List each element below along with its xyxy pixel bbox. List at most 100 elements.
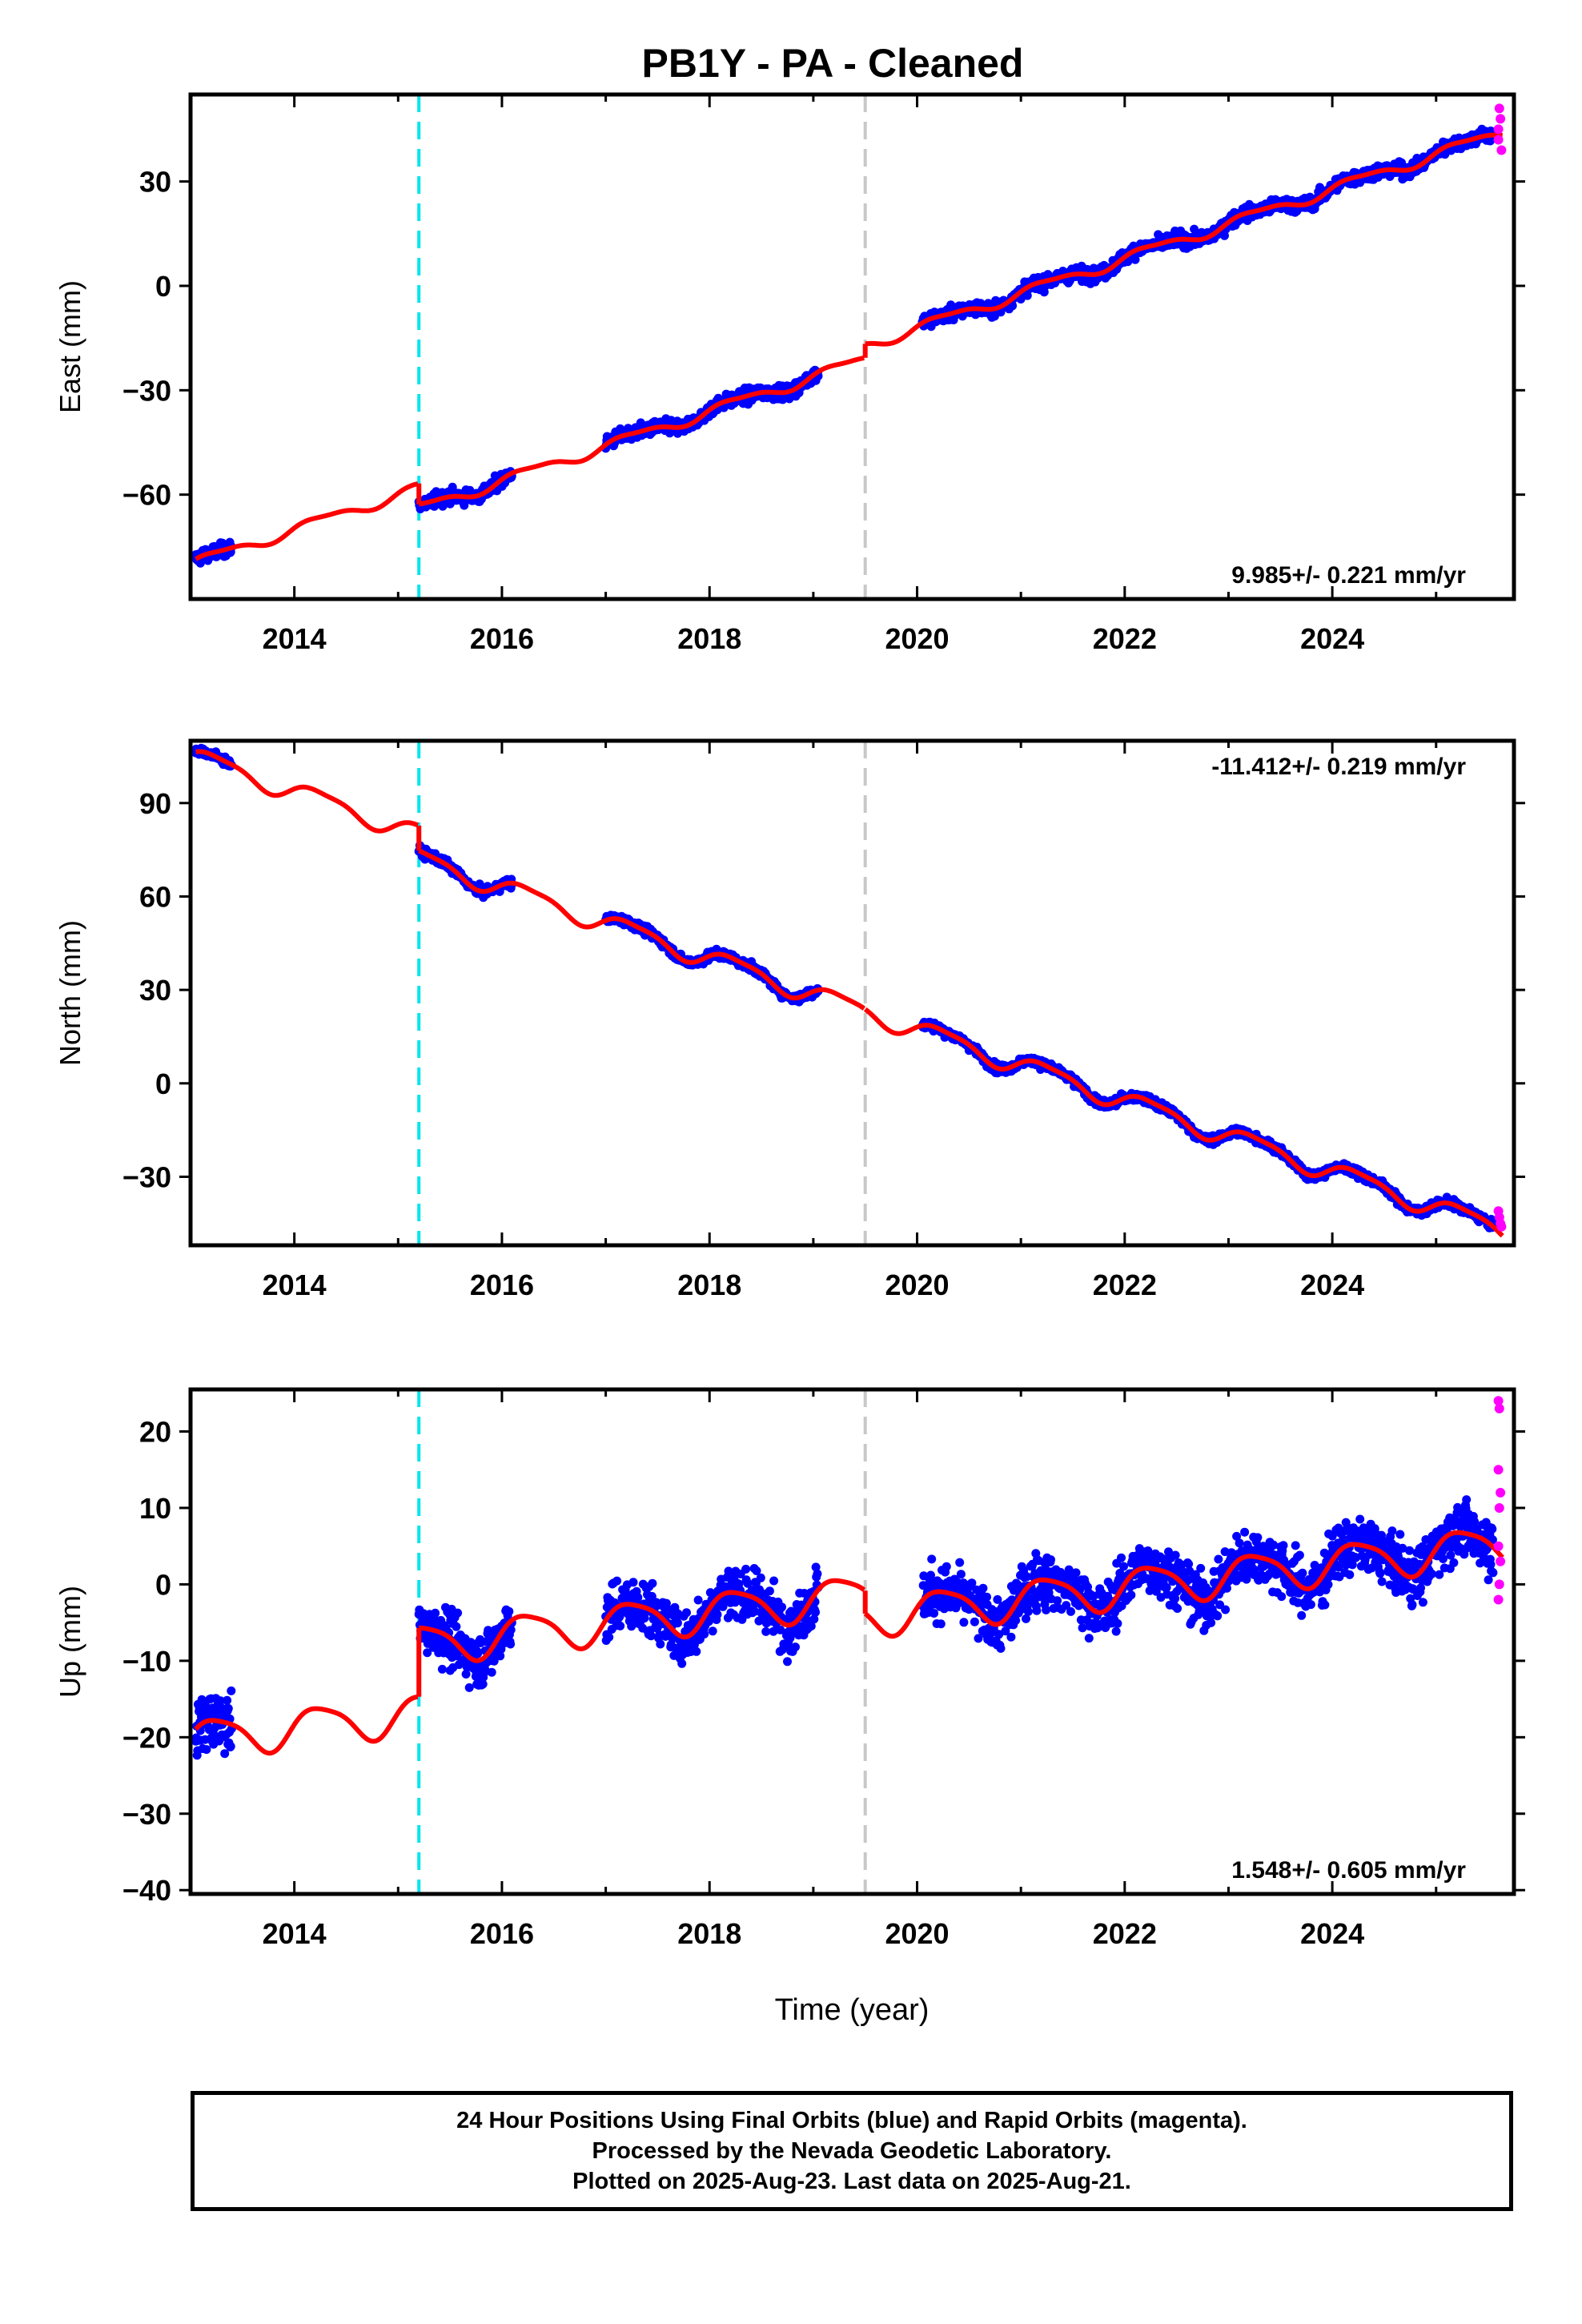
final-orbit-point [692, 1647, 701, 1656]
plot-frame [188, 738, 1516, 1248]
final-orbit-point [452, 1622, 461, 1631]
final-orbit-point [752, 1566, 761, 1575]
final-orbit-point [777, 1602, 786, 1612]
x-tick-label: 2016 [470, 1269, 534, 1301]
final-orbit-point [800, 1589, 809, 1598]
y-axis-label: North (mm) [54, 920, 86, 1066]
final-orbit-point [741, 1564, 751, 1574]
final-orbit-point [761, 1626, 771, 1636]
final-orbit-point [930, 1609, 939, 1618]
plot-frame [188, 92, 1516, 601]
final-orbit-point [656, 1639, 665, 1649]
x-tick-label: 2016 [470, 622, 534, 655]
final-orbit-point [936, 1619, 946, 1629]
model-curve [417, 848, 866, 1011]
y-tick-label: 30 [139, 166, 171, 199]
x-tick-label: 2022 [1093, 622, 1157, 655]
final-orbit-point [423, 1648, 432, 1658]
final-orbit-point [978, 1583, 988, 1593]
figure-title: PB1Y - PA - Cleaned [642, 41, 1024, 86]
y-tick-label: −30 [122, 1160, 171, 1193]
final-orbit-point [974, 1634, 983, 1643]
final-orbit-point [802, 1615, 811, 1625]
final-orbit-point [226, 1742, 235, 1751]
final-orbit-point [1008, 301, 1018, 311]
final-orbit-point [776, 1625, 785, 1634]
final-orbit-point [478, 1679, 488, 1689]
final-orbit-point [461, 1670, 471, 1679]
final-orbit-point [708, 1626, 717, 1636]
x-tick-label: 2020 [885, 1269, 949, 1301]
x-tick-label: 2024 [1300, 622, 1364, 655]
final-orbit-point [646, 1631, 656, 1641]
rapid-orbit-point [1496, 114, 1506, 124]
final-orbit-point [713, 1610, 722, 1619]
rate-label: -11.412+/- 0.219 mm/yr [1211, 754, 1466, 780]
final-orbit-point [437, 1664, 447, 1674]
final-orbit-point [769, 1576, 779, 1586]
final-orbit-point [754, 1616, 764, 1626]
final-orbit-point [464, 1683, 474, 1692]
final-orbit-point [955, 1558, 965, 1567]
final-orbit-point [1220, 231, 1229, 240]
y-tick-label: −60 [122, 479, 171, 512]
final-orbit-point [627, 1622, 636, 1631]
rapid-orbit-point [1496, 145, 1507, 155]
y-tick-label: 0 [155, 270, 171, 303]
final-orbit-point [677, 1659, 687, 1668]
final-orbit-point [648, 1578, 657, 1588]
x-tick-label: 2014 [263, 622, 327, 655]
model-curve [194, 749, 420, 834]
x-tick-label: 2024 [1300, 1269, 1364, 1301]
model-curve [863, 1007, 1504, 1238]
final-orbit-point [682, 1608, 691, 1618]
final-orbit-point [1006, 1632, 1016, 1642]
final-orbit-point [202, 1745, 211, 1755]
final-orbit-point [693, 1595, 703, 1605]
final-orbit-point [1130, 255, 1140, 264]
final-orbit-point [956, 1570, 966, 1579]
final-orbit-point [504, 1606, 514, 1616]
final-orbit-point [489, 1656, 499, 1666]
y-tick-label: 90 [139, 787, 171, 820]
up-panel: 2014 2016 2018 2020 2022 202420100−10−20−30−4… [54, 1387, 1525, 1950]
y-tick-label: 60 [139, 880, 171, 913]
plot-area [191, 741, 1507, 1245]
north-panel: 2014 2016 2018 2020 2022 20249060300−30North … [54, 738, 1525, 1301]
final-orbit-point [223, 1695, 232, 1705]
plot-area [191, 1389, 1506, 1894]
x-tick-label: 2018 [677, 1269, 741, 1301]
final-orbit-point [628, 1578, 638, 1587]
final-orbit-point [743, 1578, 753, 1588]
final-orbit-point [996, 1643, 1006, 1653]
rate-label: 9.985+/- 0.221 mm/yr [1231, 562, 1466, 589]
final-orbit-point [927, 1554, 937, 1564]
model-curve [417, 356, 866, 507]
final-orbit-point [487, 1667, 496, 1677]
x-tick-label: 2018 [677, 622, 741, 655]
final-orbit-point [673, 1618, 682, 1628]
final-orbit-point [730, 1598, 740, 1607]
final-orbit-point [970, 1617, 979, 1626]
final-orbit-point [227, 1686, 236, 1695]
final-orbit-point [506, 1639, 516, 1649]
final-orbit-point [616, 1621, 625, 1630]
final-orbit-point [1190, 224, 1199, 234]
final-orbit-point [783, 1657, 792, 1667]
final-orbit-point [496, 1644, 506, 1654]
final-orbit-point [604, 1632, 614, 1642]
y-tick-label: 0 [155, 1068, 171, 1100]
final-orbit-point [633, 1593, 643, 1602]
rapid-orbit-point [1493, 124, 1504, 135]
final-orbit-point [942, 1562, 951, 1571]
rapid-orbit-point [1493, 135, 1504, 145]
final-orbit-point [220, 1749, 230, 1759]
final-orbit-point [223, 1703, 233, 1713]
final-orbit-point [506, 1625, 516, 1634]
y-tick-label: 30 [139, 974, 171, 1007]
y-axis-label: East (mm) [54, 280, 86, 413]
final-orbit-point [982, 1592, 991, 1602]
final-orbit-point [806, 1622, 816, 1631]
